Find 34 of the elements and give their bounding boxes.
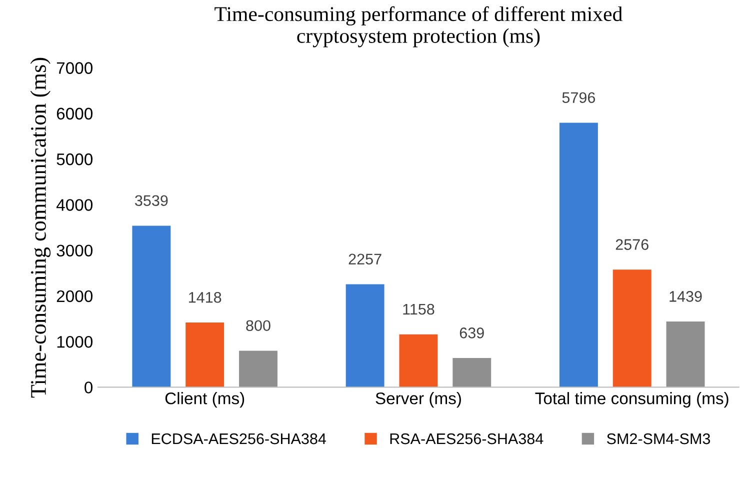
bar bbox=[452, 358, 492, 388]
x-tick-label: Total time consuming (ms) bbox=[535, 392, 728, 408]
legend-label: SM2-SM4-SM3 bbox=[606, 433, 710, 444]
bar bbox=[239, 350, 278, 388]
y-axis-title: Time-consuming communication (ms) bbox=[30, 58, 51, 398]
chart-title: Time-consuming performance of different mixed cryptosystem protection (ms) bbox=[214, 6, 622, 48]
y-tick-label: 0 bbox=[84, 382, 93, 394]
data-label: 639 bbox=[460, 328, 484, 338]
bar bbox=[186, 322, 224, 388]
data-label: 1439 bbox=[670, 291, 702, 302]
x-tick-label: Server (ms) bbox=[376, 392, 461, 408]
x-tick-label: Client (ms) bbox=[165, 392, 244, 408]
bar bbox=[612, 270, 652, 388]
y-tick-label: 4000 bbox=[56, 199, 93, 211]
bar bbox=[399, 334, 438, 388]
data-label: 2576 bbox=[616, 239, 648, 250]
y-tick-label: 6000 bbox=[56, 108, 93, 120]
data-label: 1418 bbox=[189, 292, 222, 303]
y-tick-label: 7000 bbox=[56, 62, 93, 74]
data-label: 800 bbox=[246, 320, 270, 332]
legend-label: RSA-AES256-SHA384 bbox=[390, 433, 544, 444]
y-tick-label: 1000 bbox=[57, 336, 93, 348]
bar bbox=[559, 122, 598, 388]
y-tick-label: 3000 bbox=[56, 244, 93, 256]
y-tick-label: 5000 bbox=[56, 153, 93, 166]
data-label: 2257 bbox=[348, 254, 382, 265]
data-label: 1158 bbox=[403, 304, 434, 315]
legend-label: ECDSA-AES256-SHA384 bbox=[152, 433, 326, 444]
bar bbox=[346, 284, 384, 388]
bar bbox=[666, 322, 705, 388]
data-label: 3539 bbox=[135, 195, 168, 206]
y-tick-label: 2000 bbox=[56, 290, 93, 302]
data-label: 5796 bbox=[562, 92, 596, 104]
bar bbox=[132, 226, 171, 388]
